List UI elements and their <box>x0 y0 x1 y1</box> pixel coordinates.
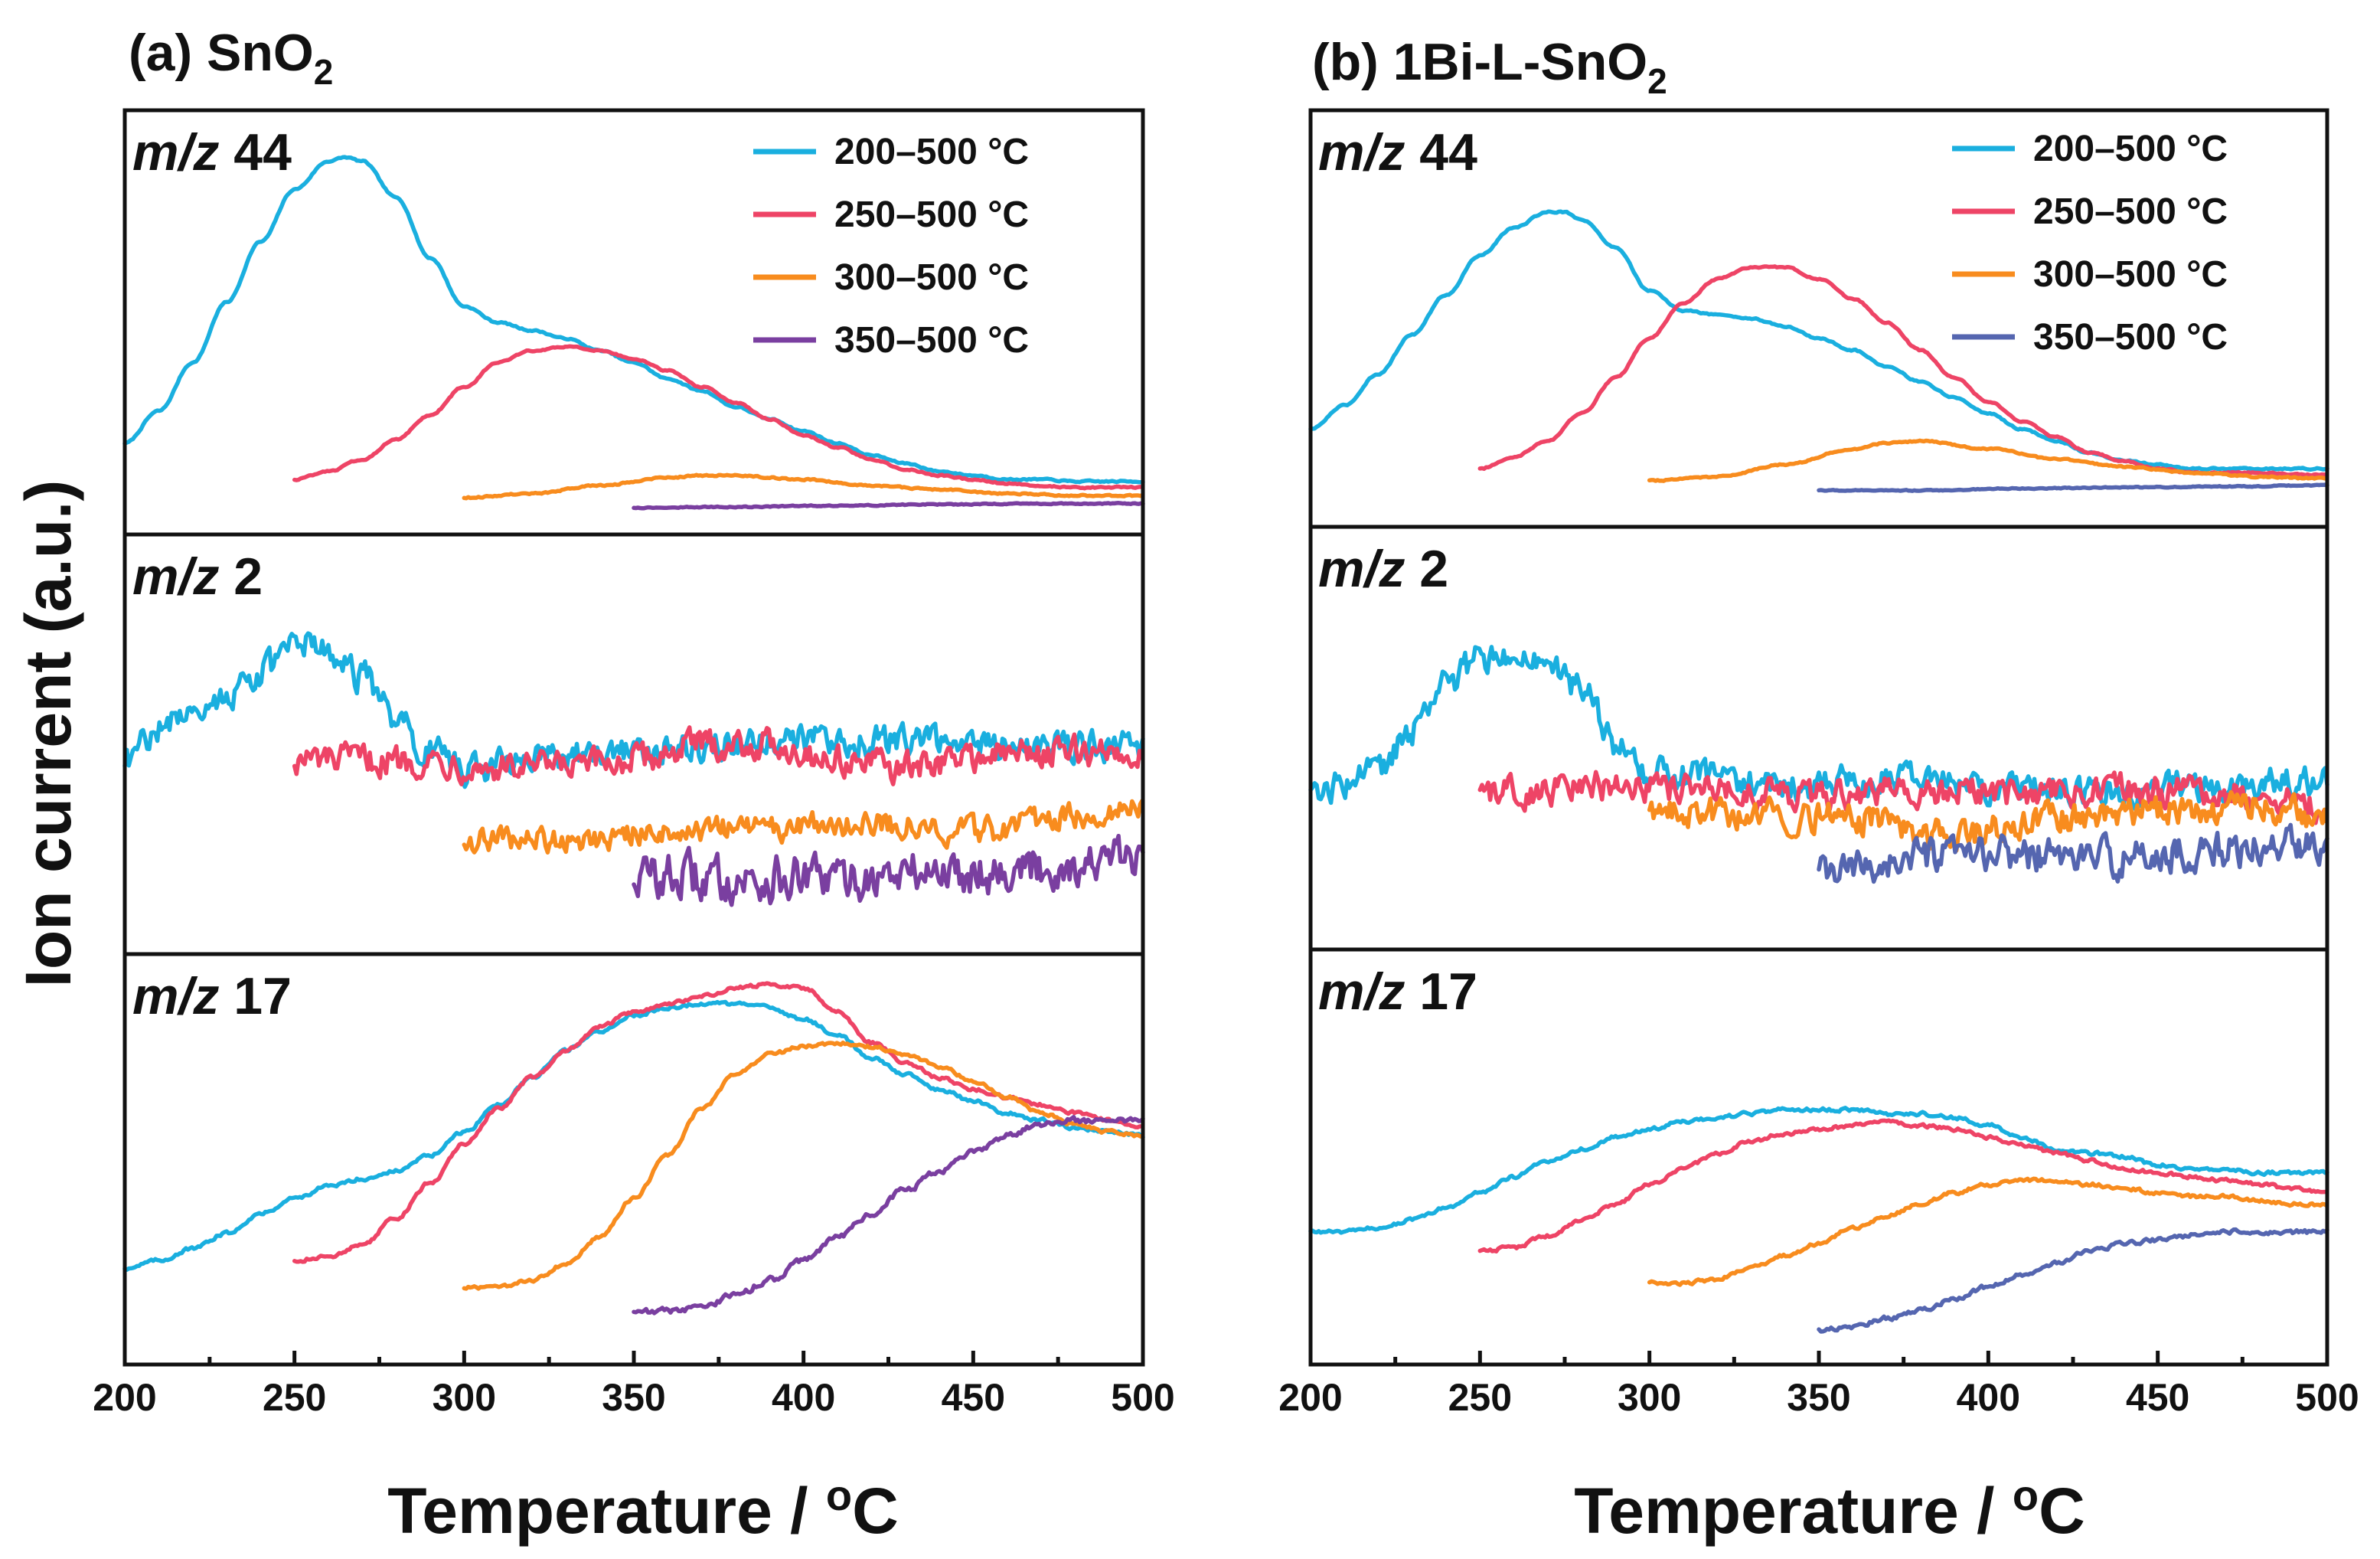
series-line <box>1308 1106 2329 1235</box>
series-line <box>1817 1227 2329 1334</box>
panel-label: m/z 44 <box>1318 123 1477 181</box>
legend-entry: 300–500 °C <box>834 257 1029 298</box>
panel-label-italic: m/z <box>132 123 233 181</box>
panel-mz-17: m/z 17 <box>1308 963 2329 1334</box>
series-line <box>632 501 1145 511</box>
panel-label: m/z 44 <box>132 123 292 181</box>
legend-entry: 250–500 °C <box>2033 191 2228 232</box>
series-line <box>632 1115 1145 1316</box>
series-line <box>1308 209 2329 472</box>
y-axis-label: Ion current (a.u.) <box>12 480 84 988</box>
series-line <box>1647 1176 2329 1287</box>
series-line <box>1647 789 2329 853</box>
x-tick-label: 300 <box>1618 1376 1681 1419</box>
series-line <box>122 631 1145 789</box>
panel-label: m/z 17 <box>132 967 292 1025</box>
panel-label-number: 44 <box>1419 123 1477 181</box>
series-line <box>462 798 1144 855</box>
series-line <box>1477 1118 2328 1254</box>
x-tick-label: 250 <box>263 1376 326 1419</box>
panel-label-italic: m/z <box>132 547 233 606</box>
series-line <box>292 344 1144 491</box>
legend-entry: 300–500 °C <box>2033 254 2228 295</box>
x-tick-label: 200 <box>1278 1376 1342 1419</box>
panel-label-number: 17 <box>1419 963 1477 1021</box>
chart-title-subscript: 2 <box>1647 61 1667 101</box>
panel-label-number: 2 <box>233 547 263 606</box>
x-tick-label: 400 <box>1957 1376 2020 1419</box>
x-tick-label: 250 <box>1448 1376 1512 1419</box>
chart-title: (b) 1Bi-L-SnO2 <box>1312 33 1667 101</box>
panel-mz-2: m/z 2 <box>122 547 1145 907</box>
chart-title-subscript: 2 <box>314 52 334 92</box>
x-tick-label: 500 <box>2295 1376 2359 1419</box>
panel-label-italic: m/z <box>1318 123 1419 181</box>
x-tick-label: 300 <box>433 1376 496 1419</box>
panel-mz-17: m/z 17 <box>122 967 1145 1316</box>
series-line <box>1817 822 2329 884</box>
panel-label-number: 2 <box>1419 540 1448 598</box>
legend-entry: 350–500 °C <box>2033 317 2228 358</box>
legend-entry: 250–500 °C <box>834 194 1029 235</box>
series-line <box>462 472 1144 501</box>
x-tick-label: 350 <box>602 1376 665 1419</box>
panel-mz-2: m/z 2 <box>1308 540 2329 884</box>
x-axis-label-a: Temperature / oC <box>387 1471 899 1547</box>
panel-label: m/z 17 <box>1318 963 1477 1021</box>
panel-label-italic: m/z <box>1318 963 1419 1021</box>
series-line <box>1647 438 2329 483</box>
panel-label-italic: m/z <box>1318 540 1419 598</box>
x-tick-label: 350 <box>1787 1376 1850 1419</box>
x-tick-label: 200 <box>93 1376 156 1419</box>
legend-entry: 350–500 °C <box>834 320 1029 361</box>
legend-entry: 200–500 °C <box>834 132 1029 172</box>
series-line <box>1477 770 2328 825</box>
series-line <box>122 155 1145 485</box>
series-line <box>632 833 1145 907</box>
panel-label-italic: m/z <box>132 967 233 1025</box>
panel-label: m/z 2 <box>132 547 263 606</box>
panel-mz-44: m/z 44 <box>1308 123 2329 493</box>
x-tick-label: 450 <box>942 1376 1005 1419</box>
panel-label: m/z 2 <box>1318 540 1448 598</box>
panel-mz-44: m/z 44 <box>122 123 1145 511</box>
chart-title-main: (a) SnO <box>129 24 314 82</box>
x-tick-label: 500 <box>1111 1376 1174 1419</box>
series-line <box>292 981 1144 1264</box>
x-tick-label: 450 <box>2126 1376 2189 1419</box>
chart-title-main: (b) 1Bi-L-SnO <box>1312 33 1647 91</box>
panel-label-number: 44 <box>233 123 292 181</box>
legend-entry: 200–500 °C <box>2033 129 2228 169</box>
series-line <box>1817 482 2329 493</box>
chart-title: (a) SnO2 <box>129 24 333 92</box>
series-line <box>122 999 1145 1272</box>
series-line <box>462 1040 1144 1291</box>
x-axis-label-b: Temperature / oC <box>1574 1471 2085 1547</box>
panel-label-number: 17 <box>233 967 292 1025</box>
series-line <box>292 725 1144 786</box>
x-tick-label: 400 <box>772 1376 835 1419</box>
